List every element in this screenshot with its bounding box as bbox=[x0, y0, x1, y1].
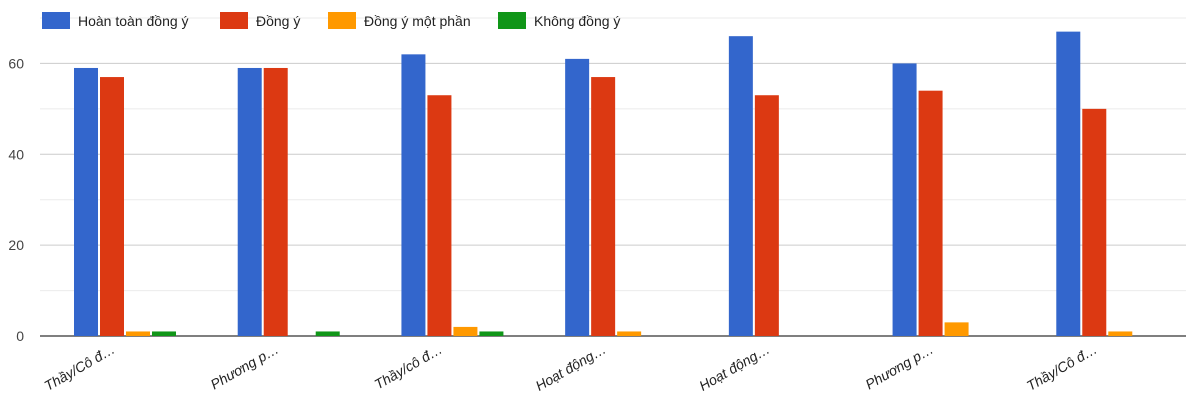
bar[interactable] bbox=[479, 331, 504, 336]
bar[interactable] bbox=[427, 95, 452, 336]
legend-label: Đồng ý một phần bbox=[364, 13, 471, 29]
bar[interactable] bbox=[126, 331, 150, 336]
bar[interactable] bbox=[401, 54, 426, 336]
bar[interactable] bbox=[944, 322, 969, 336]
bar[interactable] bbox=[565, 58, 590, 337]
bar[interactable] bbox=[892, 63, 917, 337]
bar[interactable] bbox=[1056, 31, 1081, 336]
x-tick-label: Phương p… bbox=[208, 341, 282, 393]
legend-item[interactable]: Không đồng ý bbox=[498, 12, 620, 29]
x-tick-label: Phương p… bbox=[862, 341, 936, 393]
y-tick-label: 20 bbox=[8, 237, 24, 253]
bar[interactable] bbox=[617, 331, 642, 336]
legend-swatch bbox=[498, 12, 526, 29]
legend-item[interactable]: Đồng ý một phần bbox=[328, 12, 471, 29]
bar[interactable] bbox=[237, 67, 262, 336]
x-tick-label: Thầy/Cô đ… bbox=[1024, 341, 1100, 394]
bar[interactable] bbox=[152, 331, 176, 336]
x-tick-label: Thầy/Cô đ… bbox=[41, 341, 117, 394]
bar[interactable] bbox=[1108, 331, 1133, 336]
x-tick-label: Hoạt động… bbox=[696, 341, 772, 394]
bars bbox=[74, 31, 1133, 337]
bar[interactable] bbox=[263, 67, 288, 336]
legend-label: Đồng ý bbox=[256, 13, 300, 29]
bar[interactable] bbox=[100, 77, 124, 337]
x-axis-labels: Thầy/Cô đ… Phương p… Thầy/cô đ… Hoạt động… H… bbox=[41, 341, 1099, 394]
x-tick-label: Thầy/cô đ… bbox=[372, 341, 445, 393]
bar[interactable] bbox=[1082, 108, 1107, 336]
bar[interactable] bbox=[591, 77, 616, 337]
y-tick-label: 0 bbox=[16, 328, 24, 344]
y-tick-label: 60 bbox=[8, 55, 24, 71]
y-axis-ticks: 0 20 40 60 bbox=[8, 55, 24, 344]
bar[interactable] bbox=[315, 331, 340, 336]
bar[interactable] bbox=[918, 90, 943, 336]
legend[interactable]: Hoàn toàn đồng ý Đồng ý Đồng ý một phần Khô… bbox=[42, 12, 620, 29]
x-tick-label: Hoạt động… bbox=[533, 341, 609, 394]
legend-swatch bbox=[42, 12, 70, 29]
legend-swatch bbox=[220, 12, 248, 29]
bar[interactable] bbox=[74, 67, 98, 336]
legend-item[interactable]: Đồng ý bbox=[220, 12, 300, 29]
legend-label: Không đồng ý bbox=[534, 13, 620, 29]
legend-label: Hoàn toàn đồng ý bbox=[78, 13, 189, 29]
y-tick-label: 40 bbox=[8, 146, 24, 162]
bar[interactable] bbox=[728, 36, 753, 337]
legend-swatch bbox=[328, 12, 356, 29]
bar[interactable] bbox=[453, 326, 478, 336]
legend-item[interactable]: Hoàn toàn đồng ý bbox=[42, 12, 189, 29]
bar[interactable] bbox=[754, 95, 779, 336]
